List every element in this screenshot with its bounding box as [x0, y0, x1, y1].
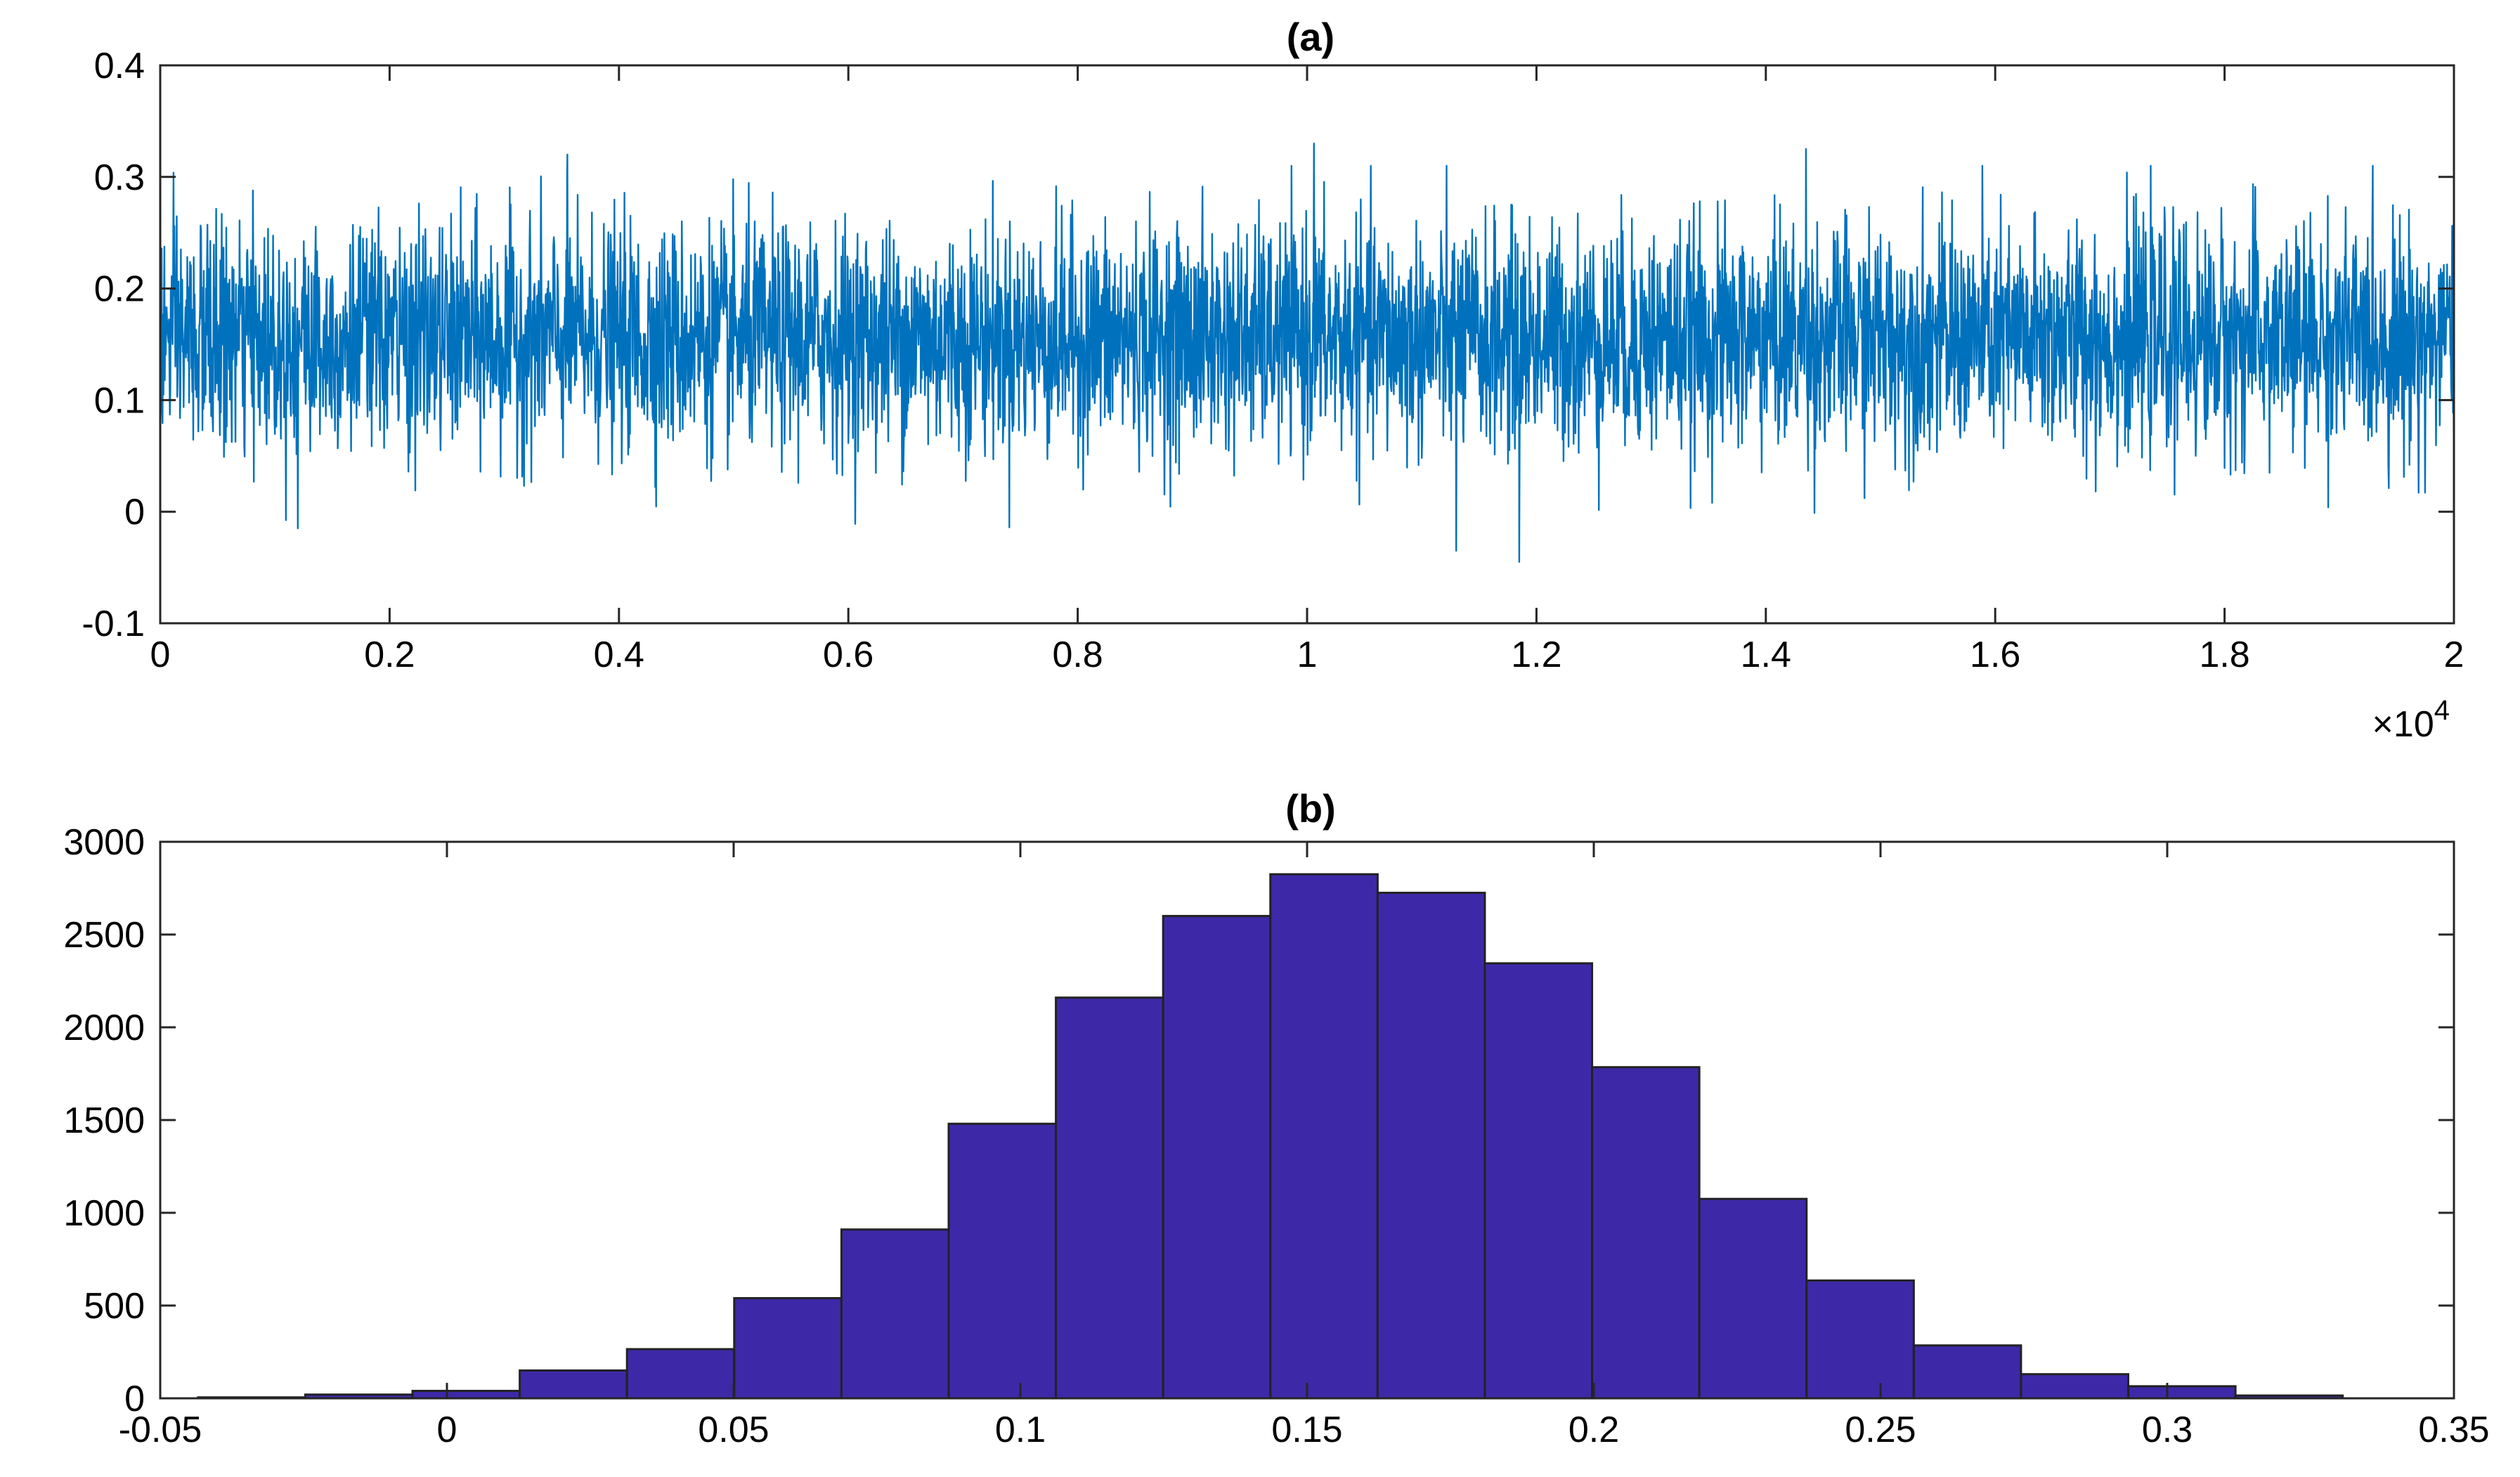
- panel-a-x-tick-label: 1.2: [1511, 635, 1561, 675]
- panel-b-x-tick-label: -0.05: [119, 1410, 202, 1450]
- histogram-bar: [1483, 962, 1594, 1400]
- panel-a-y-tick-label: 0.3: [94, 157, 145, 198]
- panel-b-title: (b): [1285, 786, 1336, 831]
- histogram-bar: [411, 1389, 521, 1400]
- histogram-bar: [1162, 915, 1272, 1400]
- panel-a-ticks: 0 0.2 0.4 0.6 0.8 1 1.2 1.4 1.6 1.8 2-0.100.10.20.…: [82, 46, 2464, 675]
- panel-a-title: (a): [1287, 15, 1334, 59]
- histogram-bar: [840, 1228, 950, 1400]
- panel-a-y-tick-label: 0.4: [94, 46, 145, 86]
- panel-a: (a) 0 0.2 0.4 0.6 0.8 1 1.2 1.4 1.6 1.8 2-0.100.10…: [82, 15, 2464, 745]
- panel-a-x-exponent: ×104: [2372, 695, 2450, 745]
- histogram-bar: [947, 1122, 1058, 1400]
- panel-a-x-tick-label: 2: [2444, 635, 2464, 675]
- histogram-bar: [1698, 1197, 1808, 1400]
- panel-b-y-tick-label: 500: [84, 1286, 145, 1327]
- panel-b-y-tick-label: 3000: [63, 822, 145, 863]
- histogram-bar: [1376, 892, 1486, 1400]
- histogram-bar: [2127, 1385, 2237, 1400]
- panel-a-plot-area: [159, 143, 2455, 563]
- panel-b-x-tick-label: 0.1: [995, 1410, 1046, 1450]
- histogram-bar: [1805, 1279, 1915, 1400]
- panel-a-x-tick-label: 0.6: [823, 635, 873, 675]
- panel-b-y-tick-label: 0: [124, 1379, 145, 1419]
- panel-a-x-tick-label: 0.4: [594, 635, 644, 675]
- histogram-bar: [625, 1348, 736, 1400]
- panel-b-x-tick-label: 0.3: [2142, 1410, 2193, 1450]
- panel-b-x-tick-label: 0.15: [1271, 1410, 1342, 1450]
- panel-b: (b) -0.05 0 0.05 0.1 0.15 0.2 0.25 0.3 0.3505001…: [63, 786, 2489, 1450]
- panel-b-x-tick-label: 0.05: [698, 1410, 769, 1450]
- panel-a-y-tick-label: 0.1: [94, 380, 145, 421]
- signal-series-line: [159, 143, 2455, 563]
- panel-b-y-tick-label: 2500: [63, 915, 145, 956]
- histogram-bar: [1269, 873, 1379, 1400]
- panel-b-x-tick-label: 0.25: [1845, 1410, 1916, 1450]
- panel-a-x-tick-label: 0.8: [1052, 635, 1103, 675]
- panel-b-y-tick-label: 1000: [63, 1193, 145, 1234]
- panel-b-y-tick-label: 1500: [63, 1100, 145, 1141]
- panel-a-x-tick-label: 0: [150, 635, 171, 675]
- panel-b-x-tick-label: 0.2: [1568, 1410, 1619, 1450]
- panel-b-x-tick-label: 0: [437, 1410, 457, 1450]
- panel-b-histogram-bars: [197, 873, 2344, 1400]
- panel-a-x-tick-label: 1: [1297, 635, 1318, 675]
- panel-a-x-tick-label: 1.4: [1741, 635, 1791, 675]
- panel-a-x-tick-label: 0.2: [364, 635, 415, 675]
- panel-b-y-tick-label: 2000: [63, 1008, 145, 1048]
- histogram-bar: [1912, 1344, 2022, 1400]
- panel-b-ticks: -0.05 0 0.05 0.1 0.15 0.2 0.25 0.3 0.35050010001…: [63, 822, 2489, 1450]
- panel-a-y-tick-label: 0: [124, 492, 145, 533]
- histogram-bar: [733, 1296, 843, 1400]
- panel-a-x-tick-label: 1.6: [1970, 635, 2020, 675]
- panel-a-x-tick-label: 1.8: [2199, 635, 2249, 675]
- panel-a-x-exponent-power: 4: [2434, 695, 2450, 726]
- histogram-bar: [519, 1369, 628, 1400]
- histogram-bar: [1055, 996, 1164, 1400]
- histogram-bar: [1591, 1066, 1701, 1400]
- panel-b-x-tick-label: 0.35: [2418, 1410, 2489, 1450]
- histogram-bar: [2020, 1373, 2130, 1400]
- panel-a-y-tick-label: -0.1: [82, 604, 145, 644]
- panel-a-x-exponent-base: ×10: [2372, 704, 2434, 745]
- panel-a-y-tick-label: 0.2: [94, 269, 145, 310]
